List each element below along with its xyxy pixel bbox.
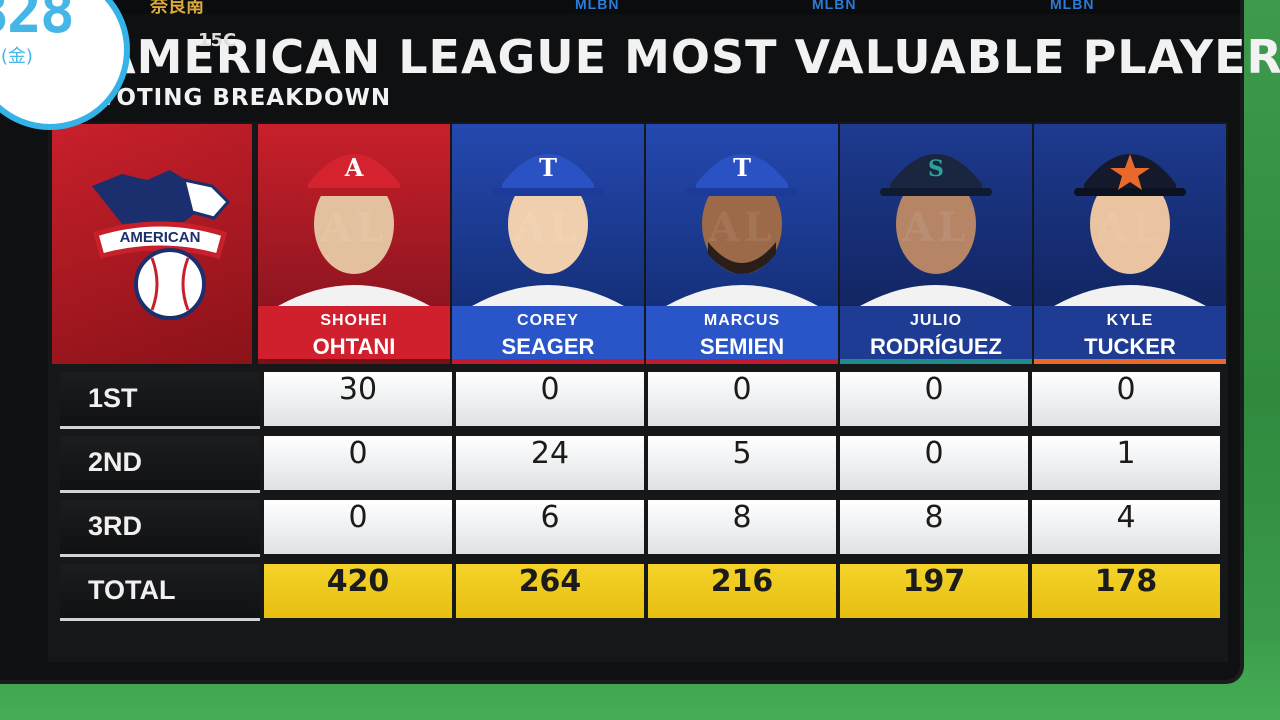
- vote-cell: 24: [456, 436, 644, 490]
- team-color-bar: [840, 359, 1032, 364]
- player-first-name: SHOHEI: [320, 312, 388, 329]
- tv-clock-overlay: 328 17(金): [0, 0, 130, 130]
- svg-text:S: S: [928, 156, 944, 182]
- player-photo: AL A: [258, 124, 450, 306]
- overlay-extra: 15C: [198, 30, 237, 51]
- row-label: 1ST: [60, 372, 260, 429]
- player-rodriguez: AL S JULIO RODRÍGUEZ: [840, 124, 1032, 364]
- player-namebar: KYLE TUCKER: [1034, 306, 1226, 364]
- table-row: 1ST 30 0 0 0 0: [52, 372, 1220, 429]
- player-first-name: COREY: [517, 312, 579, 329]
- photo-watermark: AL: [320, 204, 388, 251]
- player-namebar: MARCUS SEMIEN: [646, 306, 838, 364]
- player-photo: AL: [1034, 124, 1226, 306]
- vote-cell: 5: [648, 436, 836, 490]
- vote-cell: 1: [1032, 436, 1220, 490]
- player-portrait-icon: T: [666, 153, 818, 306]
- player-namebar: JULIO RODRÍGUEZ: [840, 306, 1032, 364]
- player-semien: AL T MARCUS SEMIEN: [646, 124, 838, 364]
- table-row: 2ND 0 24 5 0 1: [52, 436, 1220, 493]
- player-portrait-icon: T: [472, 153, 624, 306]
- team-color-bar: [452, 359, 644, 364]
- network-label: MLBN: [575, 0, 620, 12]
- vote-cell: 0: [456, 372, 644, 426]
- table-row: 3RD 0 6 8 8 4: [52, 500, 1220, 557]
- photo-watermark: AL: [1096, 204, 1164, 251]
- vote-cell: 0: [1032, 372, 1220, 426]
- row-label: TOTAL: [60, 564, 260, 621]
- player-last-name: TUCKER: [1084, 334, 1176, 359]
- photo-watermark: AL: [902, 204, 970, 251]
- table-row-total: TOTAL 420 264 216 197 178: [52, 564, 1220, 621]
- total-cell: 264: [456, 564, 644, 618]
- player-first-name: KYLE: [1106, 312, 1154, 329]
- player-photo: AL S: [840, 124, 1032, 306]
- american-league-logo-icon: AMERICAN: [92, 170, 231, 320]
- top-strip: [0, 0, 1240, 14]
- total-cell: 420: [264, 564, 452, 618]
- vote-cell: 8: [840, 500, 1028, 554]
- vote-cell: 4: [1032, 500, 1220, 554]
- vote-cell: 6: [456, 500, 644, 554]
- page-title: AMERICAN LEAGUE MOST VALUABLE PLAYER: [100, 30, 1280, 84]
- team-color-bar: [258, 359, 450, 364]
- row-label: 3RD: [60, 500, 260, 557]
- team-color-bar: [646, 359, 838, 364]
- player-namebar: SHOHEI OHTANI: [258, 306, 450, 364]
- row-label: 2ND: [60, 436, 260, 493]
- player-photo: AL T: [452, 124, 644, 306]
- team-color-bar: [1034, 359, 1226, 364]
- player-namebar: COREY SEAGER: [452, 306, 644, 364]
- vote-cell: 8: [648, 500, 836, 554]
- player-photo: AL T: [646, 124, 838, 306]
- tv-screen: 奈良南 MLBN MLBN MLBN AMERICAN LEAGUE MOST …: [0, 0, 1280, 680]
- player-portrait-icon: A: [278, 153, 430, 306]
- player-first-name: MARCUS: [703, 312, 781, 329]
- player-first-name: JULIO: [909, 312, 963, 329]
- player-last-name: SEMIEN: [699, 334, 785, 359]
- clock-time: 328: [0, 0, 75, 46]
- player-last-name: OHTANI: [312, 334, 396, 359]
- player-portrait-icon: S: [860, 154, 1012, 306]
- svg-text:T: T: [733, 153, 751, 182]
- page-subtitle: VOTING BREAKDOWN: [98, 85, 392, 111]
- vote-cell: 0: [264, 500, 452, 554]
- vote-cell: 0: [648, 372, 836, 426]
- vote-cell: 30: [264, 372, 452, 426]
- player-seager: AL T COREY SEAGER: [452, 124, 644, 364]
- photo-watermark: AL: [514, 204, 582, 251]
- player-tucker: AL KYLE TUCKER: [1034, 124, 1226, 364]
- svg-text:A: A: [344, 153, 364, 182]
- photo-watermark: AL: [708, 204, 776, 251]
- player-last-name: SEAGER: [501, 334, 595, 359]
- league-logo-panel: AMERICAN: [52, 124, 252, 364]
- player-portrait-icon: [1054, 154, 1206, 306]
- voting-board: AMERICAN AL A SHOHEI OHTANI: [48, 122, 1228, 662]
- player-last-name: RODRÍGUEZ: [870, 334, 1002, 359]
- vote-cell: 0: [840, 372, 1028, 426]
- league-logo-label: AMERICAN: [120, 229, 201, 246]
- total-cell: 197: [840, 564, 1028, 618]
- clock-date: 17(金): [0, 46, 33, 67]
- vote-cell: 0: [264, 436, 452, 490]
- player-ohtani: AL A SHOHEI OHTANI: [258, 124, 450, 364]
- top-overlay-text: 奈良南: [150, 0, 204, 17]
- vote-cell: 0: [840, 436, 1028, 490]
- total-cell: 178: [1032, 564, 1220, 618]
- svg-text:T: T: [539, 153, 557, 182]
- network-label: MLBN: [1050, 0, 1095, 12]
- network-label: MLBN: [812, 0, 857, 12]
- total-cell: 216: [648, 564, 836, 618]
